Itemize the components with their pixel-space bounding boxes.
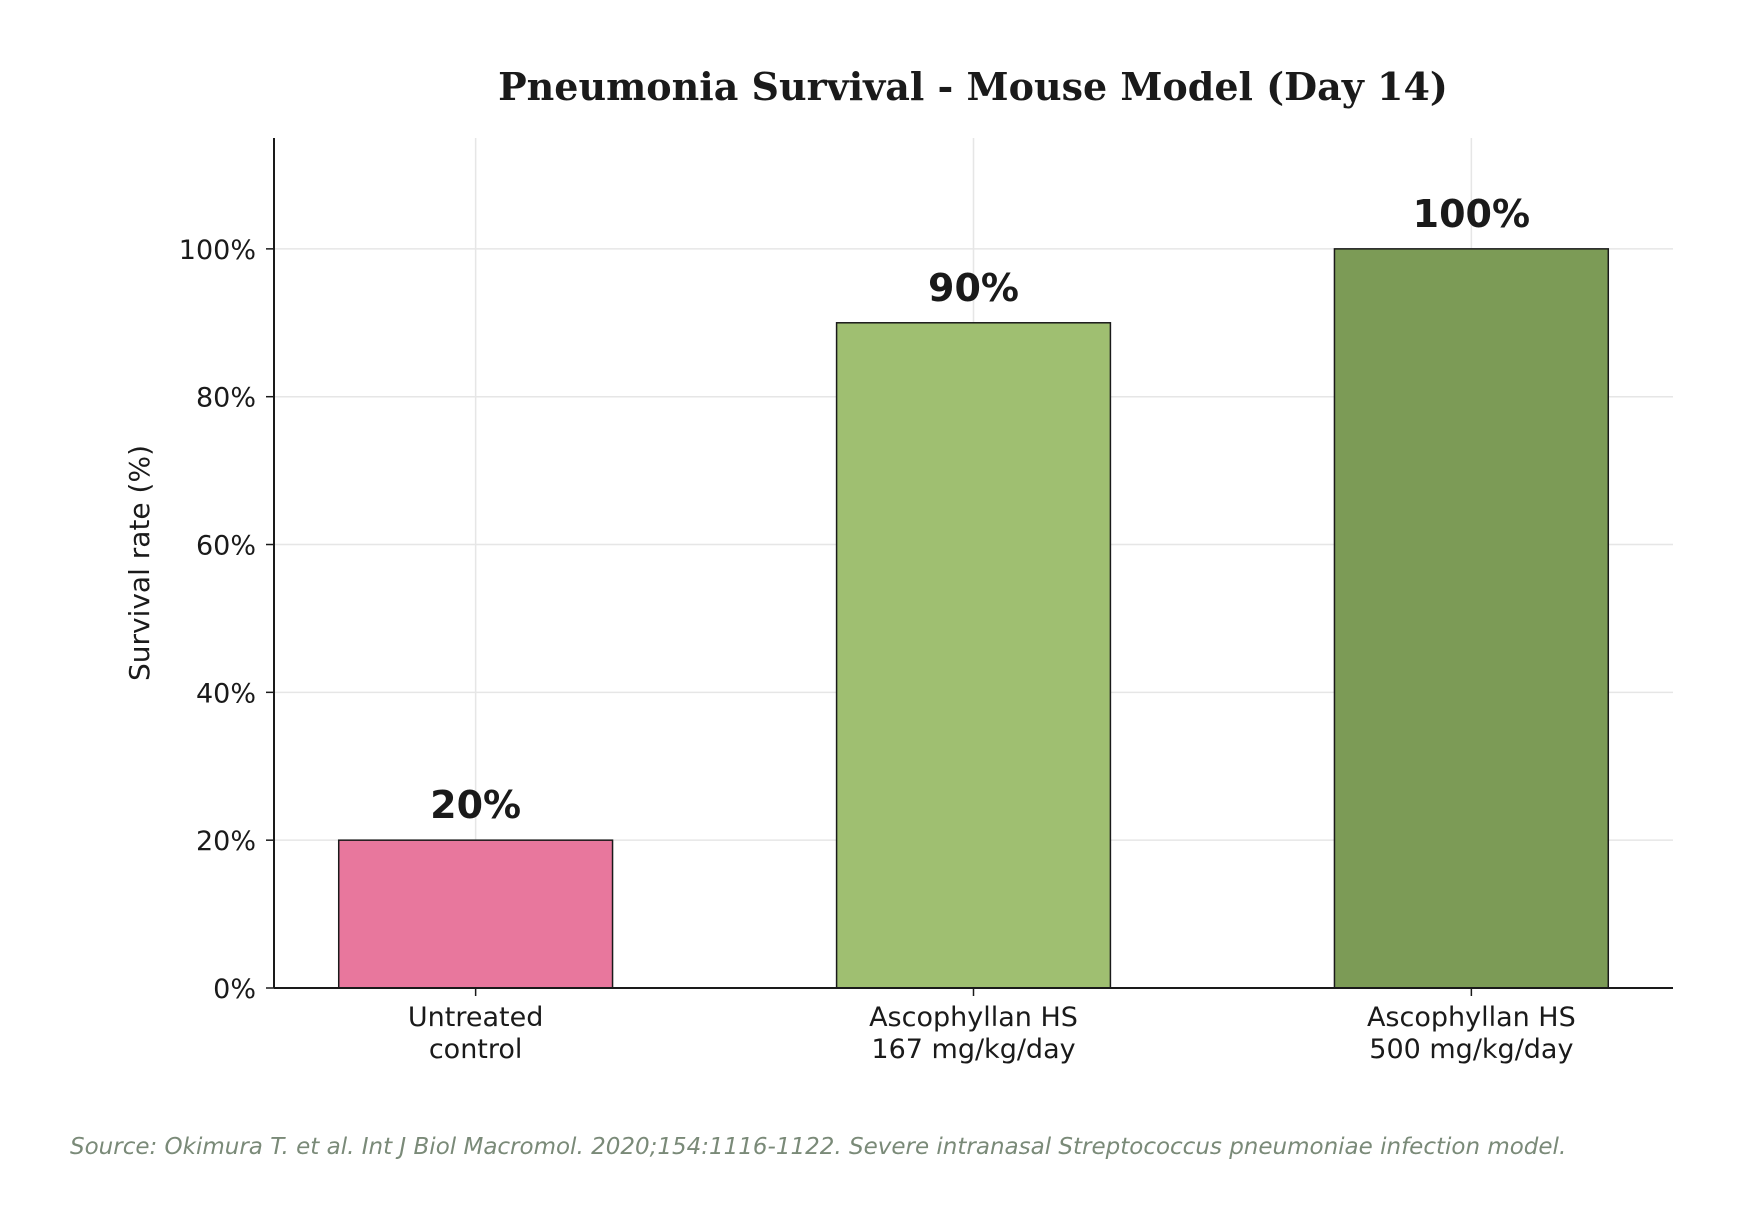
- y-tick-label: 40%: [196, 678, 256, 709]
- y-tick-label: 100%: [179, 235, 256, 266]
- x-tick-label: Ascophyllan HS: [869, 1002, 1078, 1033]
- source-note: Source: Okimura T. et al. Int J Biol Mac…: [70, 1134, 1566, 1160]
- value-labels: 20% 90% 100%: [430, 192, 1530, 827]
- y-tick-label: 80%: [196, 383, 256, 414]
- x-tick-label: 500 mg/kg/day: [1369, 1034, 1573, 1065]
- y-axis-label: Survival rate (%): [123, 445, 156, 681]
- bar-value-label: 20%: [430, 783, 521, 827]
- y-tick-label: 20%: [196, 826, 256, 857]
- x-tick-label: 167 mg/kg/day: [871, 1034, 1075, 1065]
- y-tick-label: 60%: [196, 531, 256, 562]
- x-tick-label: Untreated: [408, 1002, 543, 1033]
- bar: [1333, 248, 1610, 989]
- chart-title: Pneumonia Survival - Mouse Model (Day 14…: [498, 64, 1448, 109]
- bar: [835, 322, 1112, 989]
- y-tick-label: 0%: [213, 974, 256, 1005]
- x-tick-label: Ascophyllan HS: [1367, 1002, 1576, 1033]
- bar-value-label: 90%: [928, 266, 1019, 310]
- x-tick-label: control: [429, 1034, 523, 1065]
- bar: [337, 839, 614, 989]
- y-ticks: 0% 20% 40% 60% 80% 100%: [179, 235, 274, 1005]
- bars: [337, 248, 1610, 989]
- bar-value-label: 100%: [1413, 192, 1530, 236]
